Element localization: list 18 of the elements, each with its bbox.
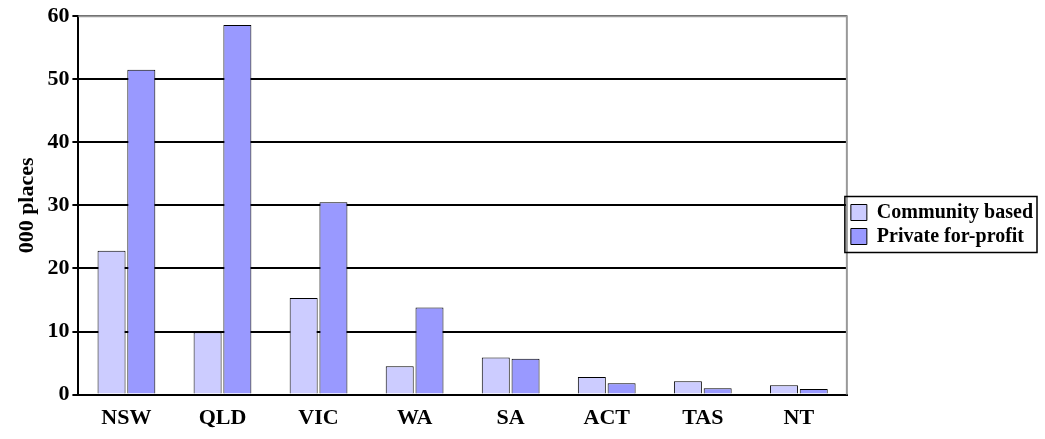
y-tick-label: 60 xyxy=(47,1,70,27)
x-tick-label: VIC xyxy=(298,404,339,430)
x-tick-label: WA xyxy=(396,404,433,430)
x-tick-label: TAS xyxy=(682,404,724,430)
y-tick-label: 20 xyxy=(47,254,70,280)
y-tick-label: 10 xyxy=(47,317,70,343)
y-tick-label: 0 xyxy=(58,380,70,406)
legend-label: Community based xyxy=(876,199,1034,223)
legend-label: Private for-profit xyxy=(876,223,1025,247)
x-tick-label: QLD xyxy=(198,404,247,430)
x-tick-label: NSW xyxy=(101,404,152,430)
x-tick-label: NT xyxy=(783,404,815,430)
x-tick-label: ACT xyxy=(583,404,631,430)
x-tick-label: SA xyxy=(496,404,525,430)
y-tick-label: 40 xyxy=(47,128,70,154)
y-axis-title: 000 places xyxy=(12,157,38,254)
y-tick-label: 50 xyxy=(47,64,70,90)
y-tick-label: 30 xyxy=(47,191,70,217)
